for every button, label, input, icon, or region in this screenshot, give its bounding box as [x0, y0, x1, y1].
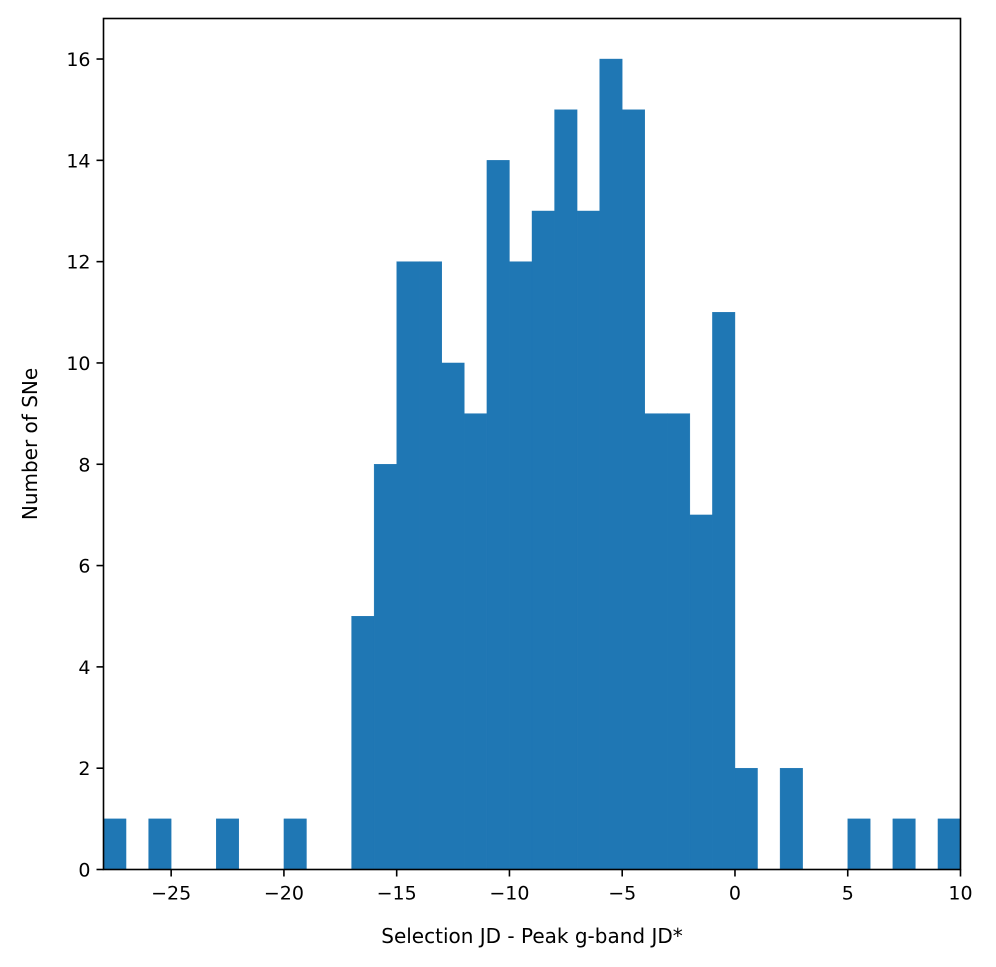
x-tick-label: 0: [729, 883, 741, 905]
y-tick-label: 2: [78, 758, 90, 780]
y-tick-label: 14: [66, 150, 90, 172]
x-tick-label: 5: [842, 883, 854, 905]
histogram-bar: [937, 818, 961, 870]
histogram-bar: [847, 818, 871, 870]
histogram-bar: [441, 362, 465, 870]
histogram-bar: [779, 767, 803, 870]
x-tick-label: −10: [489, 883, 529, 905]
histogram-bar: [103, 818, 127, 870]
y-tick-label: 10: [66, 353, 90, 375]
y-tick-label: 4: [78, 657, 90, 679]
x-axis-ticks: −25 −20 −15 −10 −5 0 5 10: [151, 869, 973, 905]
histogram-bar: [396, 261, 420, 870]
histogram-bar: [216, 818, 240, 870]
x-axis-title: Selection JD - Peak g-band JD*: [381, 924, 683, 948]
histogram-bar: [644, 413, 668, 870]
y-axis-title: Number of SNe: [18, 368, 42, 520]
histogram-bar: [667, 413, 691, 870]
histogram-bar: [373, 464, 397, 870]
histogram-bar: [712, 312, 736, 870]
histogram-bar: [689, 514, 713, 870]
y-tick-label: 6: [78, 556, 90, 578]
histogram-bar: [892, 818, 916, 870]
x-tick-label: −25: [151, 883, 191, 905]
x-tick-label: 10: [948, 883, 972, 905]
histogram-bar: [419, 261, 442, 870]
histogram-bar: [734, 767, 758, 870]
x-tick-label: −5: [608, 883, 636, 905]
plot-frame: [102, 17, 962, 871]
y-tick-label: 8: [78, 454, 90, 476]
histogram-bars: [103, 58, 961, 870]
histogram-bar: [283, 818, 307, 870]
histogram-bar: [554, 109, 578, 870]
histogram-bar: [486, 160, 510, 870]
histogram-bar: [148, 818, 172, 870]
histogram-bar: [531, 210, 555, 870]
y-axis-ticks: 0 2 4 6 8 10 12 14 16: [66, 49, 104, 882]
x-tick-label: −15: [377, 883, 417, 905]
histogram-bar: [576, 210, 600, 870]
y-tick-label: 12: [66, 252, 90, 274]
y-tick-label: 16: [66, 49, 90, 71]
histogram-bar: [351, 616, 375, 870]
histogram-bar: [464, 413, 488, 870]
y-tick-label: 0: [78, 860, 90, 882]
x-tick-label: −20: [264, 883, 304, 905]
histogram-bar: [599, 58, 623, 870]
histogram-bar: [509, 261, 533, 870]
histogram-bar: [622, 109, 645, 870]
